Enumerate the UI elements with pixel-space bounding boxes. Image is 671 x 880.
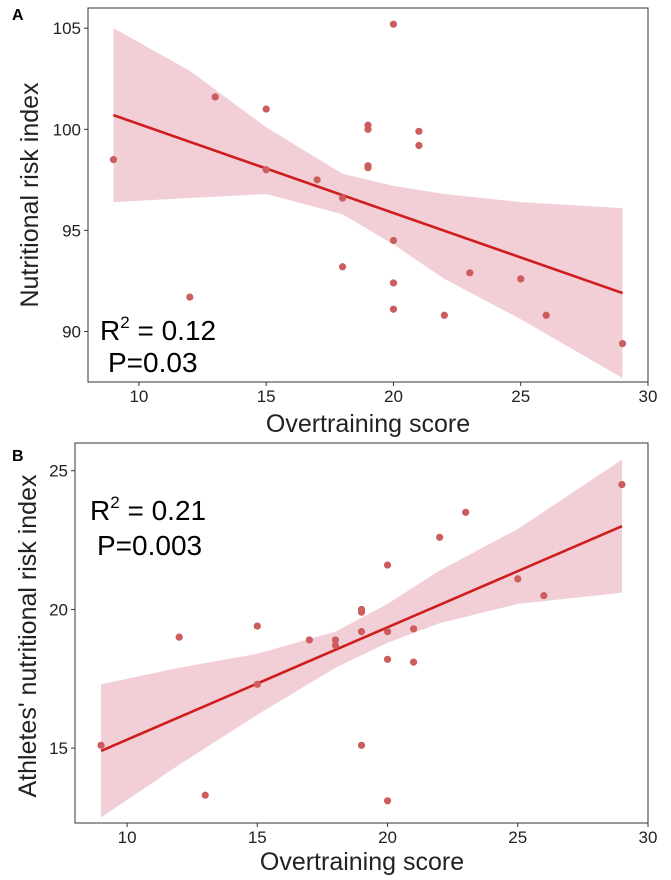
panel-a-p-value: P=0.03 <box>108 347 198 378</box>
panel-b-data-point-11 <box>357 628 366 636</box>
panel-b-letter: B <box>12 448 24 465</box>
panel-a-x-tick-label-20: 20 <box>384 387 403 406</box>
panel-b-regression-line <box>100 525 623 753</box>
panel-a-r-squared: R2 = 0.12 <box>100 313 216 346</box>
panel-b-plot-border <box>74 442 649 824</box>
panel-a-data-point-14 <box>389 236 398 245</box>
panel-a-data-point-13 <box>389 20 398 28</box>
panel-b-data-point-23 <box>618 481 626 489</box>
panel-a-data-point-8 <box>338 263 347 271</box>
panel-b-data-point-10 <box>357 608 366 616</box>
panel-b-data-point-7 <box>331 636 340 644</box>
panel-a-data-point-7 <box>338 194 347 202</box>
panel-b-x-tick-label-25: 25 <box>508 828 527 847</box>
panel-a-x-axis-label: Overtraining score <box>266 410 470 438</box>
panel-a-data-point-15 <box>389 279 398 287</box>
panel-b-y-tick-label-20: 20 <box>49 600 68 619</box>
panel-a-data-point-16 <box>389 305 398 313</box>
panel-a-data-point-5 <box>262 166 270 174</box>
panel-a-y-axis-label: Nutritional risk index <box>16 82 44 308</box>
panel-b-data-point-8 <box>331 641 340 650</box>
panel-b-data-point-4 <box>253 622 261 630</box>
panel-b-x-tick-label-30: 30 <box>639 828 658 847</box>
panel-a-regression-line <box>113 113 623 295</box>
panel-a-x-tick-label-25: 25 <box>511 387 530 406</box>
panel-b-x-axis-label: Overtraining score <box>260 848 464 876</box>
panel-a-y-tick-label-105: 105 <box>53 19 81 38</box>
panel-b-x-tick-label-15: 15 <box>248 828 267 847</box>
panel-a-data-point-17 <box>415 127 423 135</box>
panel-b-x-tick-label-10: 10 <box>118 828 137 847</box>
panel-b-data-point-20 <box>462 508 470 516</box>
panel-b-data-point-14 <box>383 628 392 636</box>
panel-b-data-point-3 <box>201 791 209 799</box>
panel-b: B 10 15 20 25 30 15 20 25 Overtraining score A… <box>12 442 658 876</box>
panel-a-data-point-10 <box>364 125 372 133</box>
panel-b-y-tick-label-15: 15 <box>49 739 68 758</box>
panel-a-plot-border <box>87 7 649 383</box>
panel-a-data-point-6 <box>313 176 321 184</box>
panel-b-data-point-13 <box>383 561 392 569</box>
panel-a-y-tick-label-90: 90 <box>62 322 81 341</box>
panel-a-letter: A <box>12 7 24 24</box>
panel-a-data-point-12 <box>364 164 372 172</box>
panel-b-y-tick-label-25: 25 <box>49 462 68 481</box>
panel-a-data-point-23 <box>618 339 627 348</box>
panel-a-data-point-21 <box>517 275 525 283</box>
panel-b-data-point-17 <box>409 625 418 633</box>
panel-b-data-point-5 <box>253 680 261 688</box>
panel-b-y-axis-label: Athletes' nutritional risk index <box>14 474 42 797</box>
panel-a-data-point-1 <box>109 156 118 164</box>
panel-a-data-point-3 <box>211 93 219 101</box>
panel-b-data-point-16 <box>383 797 392 805</box>
panel-a-y-tick-label-95: 95 <box>62 221 81 240</box>
panel-b-data-point-1 <box>97 741 105 749</box>
panel-a: A 10 15 20 25 30 90 95 100 105 Overtraining sco… <box>12 7 657 438</box>
panel-a-data-point-22 <box>542 311 550 319</box>
panel-b-x-tick-label-20: 20 <box>378 828 397 847</box>
panel-a-x-tick-label-15: 15 <box>257 387 276 406</box>
panel-a-x-tick-label-10: 10 <box>129 387 148 406</box>
panel-b-r-squared: R2 = 0.21 <box>90 493 206 526</box>
panel-a-x-tick-label-30: 30 <box>639 387 658 406</box>
panel-b-data-point-18 <box>409 658 418 666</box>
panel-a-data-point-20 <box>466 269 474 277</box>
panel-b-data-point-19 <box>436 533 444 541</box>
panel-b-data-point-21 <box>514 575 522 583</box>
panel-a-data-point-2 <box>186 293 194 301</box>
panel-b-data-point-2 <box>175 633 183 641</box>
panel-b-data-point-12 <box>357 741 366 749</box>
panel-b-data-point-22 <box>540 591 548 600</box>
panel-b-data-point-15 <box>383 655 392 663</box>
panel-b-data-point-6 <box>305 636 314 644</box>
panel-b-p-value: P=0.003 <box>97 530 202 561</box>
panel-a-y-tick-label-100: 100 <box>53 120 81 139</box>
panel-a-data-point-19 <box>440 311 448 319</box>
panel-a-data-point-18 <box>415 141 423 150</box>
panel-a-data-point-4 <box>262 105 270 113</box>
